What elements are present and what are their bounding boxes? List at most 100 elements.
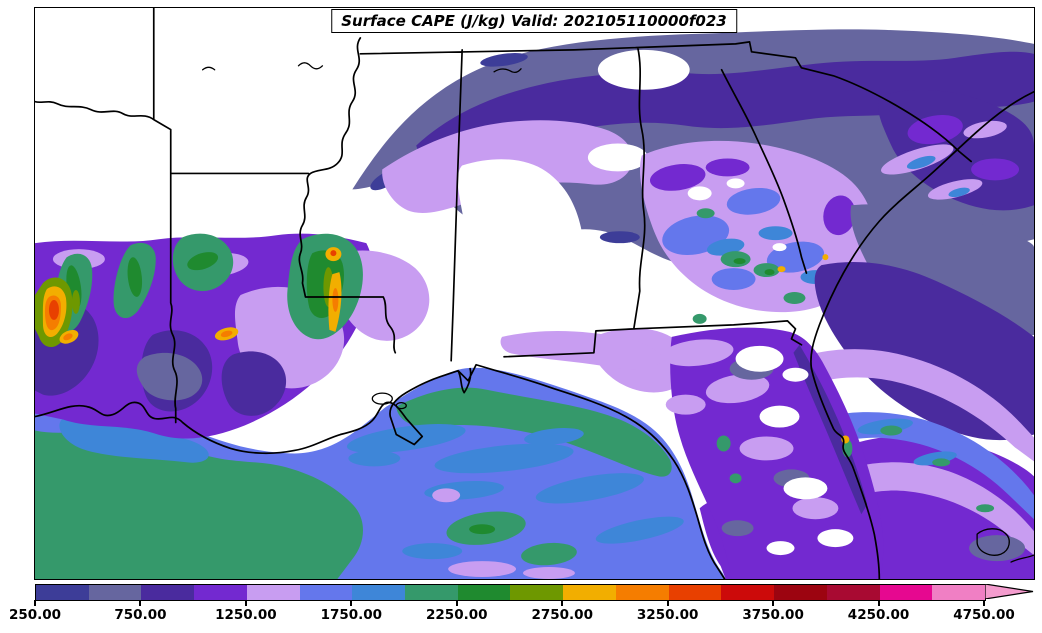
central-alabama-white <box>457 159 584 342</box>
colorbar-segment <box>299 585 353 600</box>
map-plot-area <box>34 7 1035 580</box>
atlantic-teal-streak <box>913 451 957 466</box>
georgia-green-core <box>764 269 775 276</box>
georgia-violet-patch <box>649 164 706 191</box>
plot-title-text: Surface CAPE (J/kg) Valid: 202105110000f… <box>341 12 727 30</box>
hotspot-orange <box>63 333 73 341</box>
florida-white-lake <box>735 345 784 372</box>
georgia-green-blob <box>783 292 806 304</box>
lake-pontchartrain <box>371 392 393 405</box>
colorbar-tick <box>561 600 564 606</box>
hotspot-core <box>330 250 337 257</box>
colorbar-segment <box>879 585 933 600</box>
cape-map <box>35 8 1034 579</box>
atlantic-slate-blob <box>969 535 1026 562</box>
green-core <box>187 252 219 271</box>
coastal-slate-patch <box>136 352 203 401</box>
colorbar-tick-label: 2750.00 <box>531 607 593 623</box>
gulf-blue-streak <box>346 424 466 453</box>
georgia-green-core <box>733 258 746 265</box>
florida-white-lake <box>817 529 854 548</box>
florida-lavender-patch <box>661 339 734 367</box>
atlantic-green-bit <box>880 425 903 436</box>
florida-lavender-patch <box>665 394 706 415</box>
colorbar-tick-label: 2250.00 <box>426 607 488 623</box>
colorbar-tick <box>877 600 880 606</box>
colorbar-tick <box>34 600 36 606</box>
colorbar-tick-label: 4750.00 <box>953 607 1015 623</box>
colorbar-tick-label: 750.00 <box>114 607 167 623</box>
georgia-teal-streak <box>758 226 793 241</box>
colorbar-extend-arrow <box>985 584 1034 599</box>
georgia-white-dot <box>726 178 745 189</box>
gulf-blue-streak <box>535 473 644 504</box>
colorbar-tick-label: 1750.00 <box>320 607 383 623</box>
colorbar-tick <box>350 600 353 606</box>
carolinas-lavender-streak <box>927 179 983 200</box>
indigo-fringe <box>480 53 528 67</box>
white-hole <box>597 49 690 90</box>
georgia-green-blob <box>696 208 715 219</box>
plot-title: Surface CAPE (J/kg) Valid: 202105110000f… <box>331 9 737 33</box>
florida-eastcoast-purple-streak <box>793 344 868 515</box>
panhandle-lavender-band <box>500 330 665 370</box>
state-borders <box>35 8 972 424</box>
north-darkpurple-core <box>416 51 1034 168</box>
gulf-blue-streak <box>402 543 463 560</box>
bahamas-coast-fragment <box>1010 554 1034 563</box>
colorbar-segment <box>668 585 722 600</box>
gulf-green-blob <box>521 542 577 566</box>
colorbar-tick-label: 250.00 <box>8 607 62 623</box>
colorbar-segment <box>826 585 880 600</box>
colorbar-segment <box>774 585 827 600</box>
gulf-coastline <box>35 363 726 579</box>
colorbar-segment <box>141 585 195 600</box>
florida-green-dot <box>716 435 731 452</box>
colorbar-segment <box>563 585 616 600</box>
colorbar-segment <box>194 585 247 600</box>
georgia-amber-dot <box>822 254 829 261</box>
colorbar-segment <box>88 585 142 600</box>
colorbar-tick <box>455 600 458 606</box>
florida-white-lake <box>766 541 795 556</box>
hotspot-orange <box>220 330 233 338</box>
florida-lavender-patch <box>705 374 770 404</box>
colorbar-tick <box>983 600 985 606</box>
gulf-blue-streak <box>348 450 401 467</box>
florida-white-lake <box>782 367 809 382</box>
carolinas-violet-patch <box>907 115 963 145</box>
florida-lavender-patch <box>792 497 839 520</box>
gulf-lavender-patch <box>523 567 575 579</box>
gulf-lavender-patch <box>448 561 517 578</box>
florida-lavender-patch <box>739 436 794 461</box>
florida-white-lake <box>783 477 828 500</box>
atlantic-green-bit <box>932 458 951 467</box>
colorbar-tick-label: 1250.00 <box>215 607 277 623</box>
florida-white-lake <box>759 405 800 428</box>
gulf-green-coast-band <box>396 387 672 477</box>
green-core <box>127 257 143 297</box>
colorbar <box>35 584 986 601</box>
atlantic-coastline <box>810 90 1034 579</box>
colorbar-segments <box>36 585 985 600</box>
florida-green-dot <box>729 473 742 484</box>
colorbar-tick <box>139 600 142 606</box>
gulf-blue-streak <box>434 443 574 474</box>
gulf-green-region-sw <box>35 430 363 579</box>
colorbar-segment <box>932 585 985 600</box>
colorbar-segment <box>36 585 89 600</box>
georgia-violet-patch <box>823 195 856 236</box>
atlantic-green-bit <box>976 504 995 513</box>
colorbar-tick-label: 4250.00 <box>847 607 910 623</box>
bahamas-island <box>976 528 1010 556</box>
colorbar-segment <box>405 585 458 600</box>
georgia-amber-dot <box>777 266 786 273</box>
florida-green-dot <box>692 313 707 324</box>
atlantic-lavender-arc <box>767 349 1034 462</box>
colorbar-tick <box>666 600 669 606</box>
carolinas-violet-patch <box>971 158 1020 181</box>
coastal-darkpurple-patch <box>221 351 287 416</box>
indigo-fringe <box>599 231 640 244</box>
georgia-violet-patch <box>705 158 750 177</box>
